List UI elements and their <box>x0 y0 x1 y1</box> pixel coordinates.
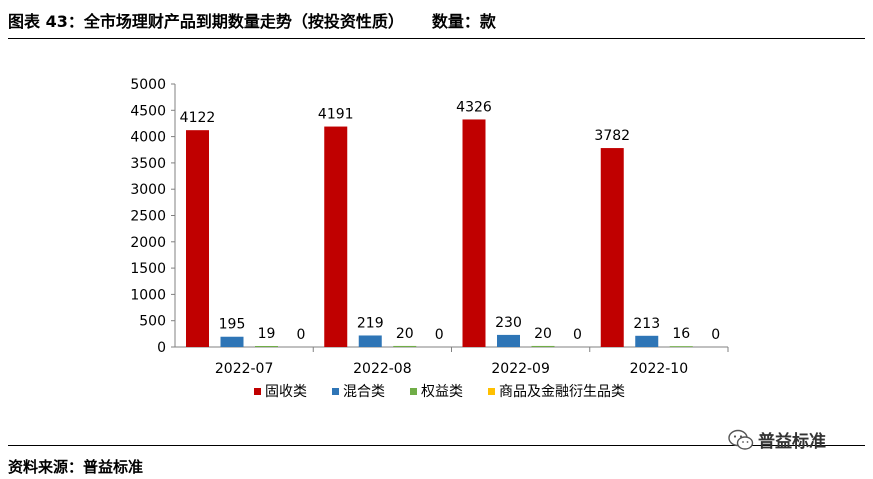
bar <box>186 130 209 347</box>
x-tick-label: 2022-09 <box>491 361 550 377</box>
data-label: 0 <box>435 327 444 343</box>
y-tick-label: 2500 <box>130 209 166 225</box>
bar <box>358 335 382 347</box>
bar <box>497 334 520 347</box>
wechat-icon <box>728 429 754 450</box>
bar <box>220 336 244 347</box>
bar <box>531 345 555 347</box>
data-label: 195 <box>219 317 246 333</box>
legend-label: 权益类 <box>421 384 463 400</box>
x-tick-label: 2022-10 <box>630 361 689 377</box>
data-label: 19 <box>258 326 276 342</box>
legend-swatch <box>488 388 495 395</box>
watermark-text: 普益标准 <box>758 432 826 452</box>
data-label: 213 <box>633 316 660 332</box>
bar <box>635 335 659 347</box>
data-label: 3782 <box>594 128 630 144</box>
data-label: 4326 <box>456 99 492 115</box>
legend-swatch <box>254 388 261 395</box>
bar <box>393 345 417 347</box>
y-tick-label: 4000 <box>130 130 166 146</box>
data-label: 16 <box>672 326 690 342</box>
watermark: 普益标准 <box>728 427 826 452</box>
legend-swatch <box>332 388 339 395</box>
unit-label: 数量：款 <box>431 12 496 31</box>
legend-swatch <box>410 388 417 395</box>
data-label: 4191 <box>318 107 354 123</box>
bottom-rule <box>8 445 865 446</box>
top-rule <box>8 38 865 39</box>
data-label: 219 <box>357 315 384 331</box>
data-label: 230 <box>495 315 522 331</box>
y-tick-label: 5000 <box>130 77 166 93</box>
bar-chart: 0500100015002000250030003500400045005000… <box>130 77 729 400</box>
bar <box>462 119 486 348</box>
bar <box>255 346 278 347</box>
y-tick-label: 3000 <box>130 182 166 198</box>
data-label: 0 <box>297 327 306 343</box>
y-tick-label: 1000 <box>130 287 166 303</box>
x-tick-label: 2022-07 <box>215 361 274 377</box>
legend-label: 商品及金融衍生品类 <box>499 384 625 400</box>
source-note: 资料来源：普益标准 <box>8 458 144 476</box>
data-label: 0 <box>573 327 582 343</box>
data-label: 0 <box>711 327 720 343</box>
legend-label: 固收类 <box>265 384 307 400</box>
y-tick-label: 3500 <box>130 156 166 172</box>
figure-title: 图表 43：全市场理财产品到期数量走势（按投资性质） 数量：款 <box>8 8 496 32</box>
y-tick-label: 500 <box>139 314 166 330</box>
y-tick-label: 2000 <box>130 235 166 251</box>
bar <box>324 126 348 347</box>
data-label: 20 <box>534 326 552 342</box>
y-tick-label: 4500 <box>130 103 166 119</box>
data-label: 4122 <box>180 110 216 126</box>
bar <box>669 346 693 347</box>
data-label: 20 <box>396 326 414 342</box>
y-tick-label: 1500 <box>130 261 166 277</box>
y-tick-label: 0 <box>157 340 166 356</box>
x-tick-label: 2022-08 <box>353 361 412 377</box>
legend-label: 混合类 <box>343 384 385 400</box>
bar <box>600 148 624 347</box>
figure-title-text: 图表 43：全市场理财产品到期数量走势（按投资性质） <box>8 12 404 31</box>
